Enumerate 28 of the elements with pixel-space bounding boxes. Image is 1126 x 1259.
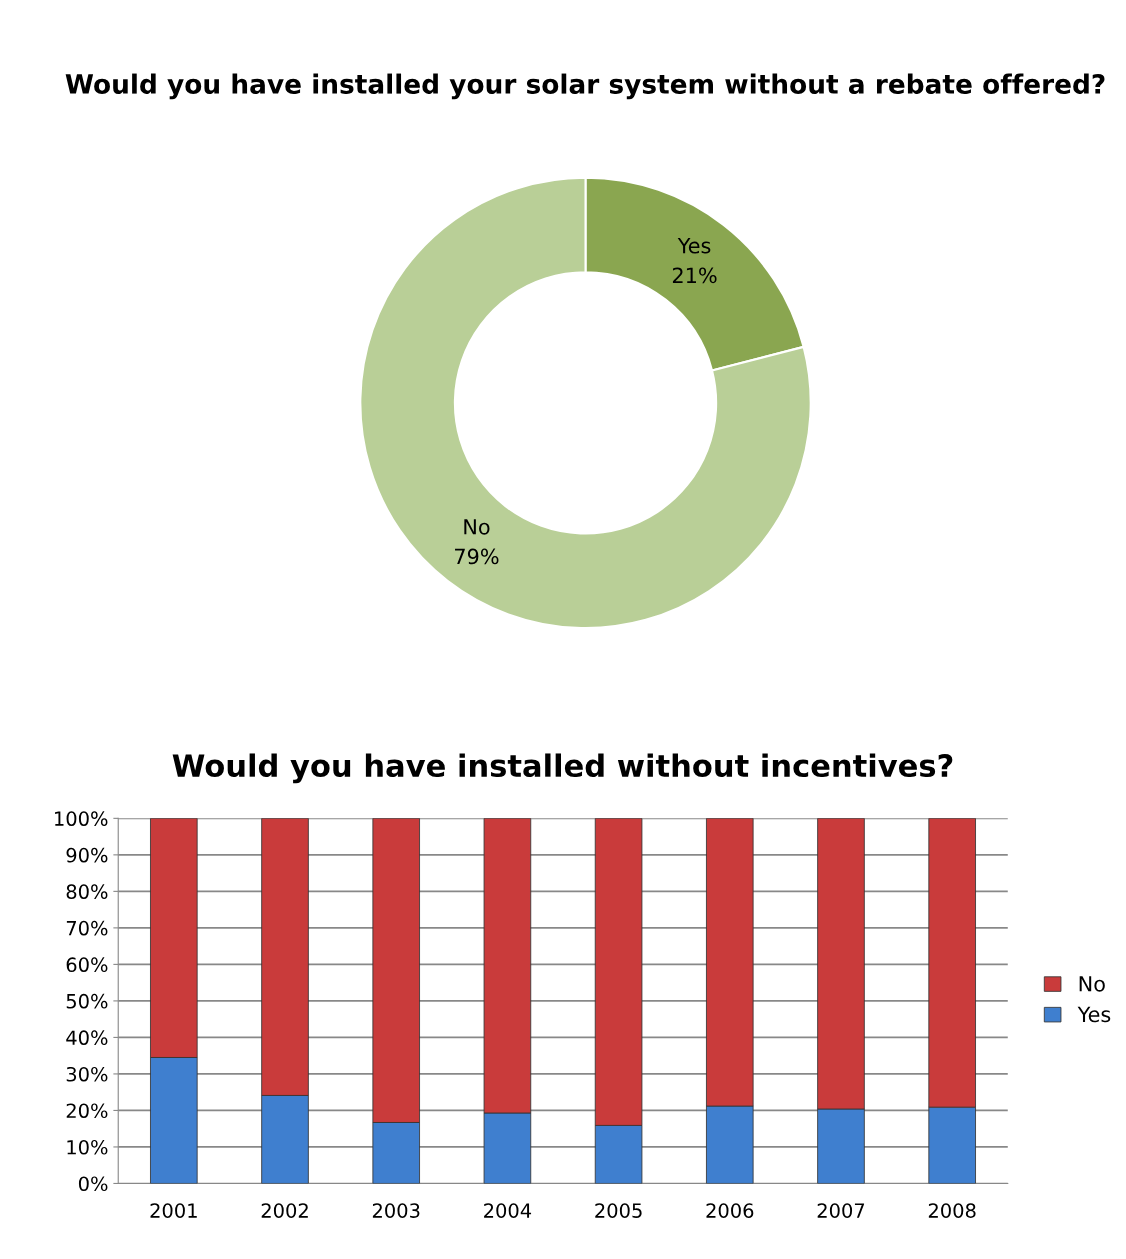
y-tick-label: 70% (66, 920, 108, 936)
y-tick-label: 90% (66, 847, 108, 863)
data-label: 79% (455, 548, 499, 565)
y-tick-label: 30% (66, 1066, 108, 1082)
y-tick-label: 100% (55, 811, 108, 827)
x-tick-label: 2007 (817, 1203, 865, 1218)
y-tick-label: 50% (66, 993, 108, 1009)
chart-title: Would you have installed your solar system without a rebate offered? (65, 73, 1105, 100)
x-tick-label: 2003 (372, 1203, 420, 1218)
legend-label: Yes (1077, 1006, 1111, 1023)
chart-title: Would you have installed without incentives? (172, 753, 953, 784)
x-tick-label: 2005 (595, 1203, 642, 1218)
x-tick-label: 2004 (484, 1203, 532, 1218)
x-tick-label: 2006 (706, 1203, 754, 1218)
slice-label: Yes (677, 238, 711, 254)
x-tick-label: 2001 (150, 1203, 197, 1218)
y-tick-label: 10% (67, 1139, 108, 1155)
y-tick-label: 80% (66, 884, 108, 900)
y-tick-label: 0% (78, 1176, 108, 1192)
x-tick-label: 2008 (928, 1203, 976, 1218)
data-label: 21% (672, 267, 717, 284)
legend-label: No (1079, 976, 1105, 992)
y-tick-label: 60% (66, 957, 108, 973)
slice-label: No (464, 519, 490, 535)
x-tick-label: 2002 (261, 1203, 308, 1218)
donut-slice (359, 176, 812, 630)
y-tick-label: 20% (66, 1103, 108, 1119)
y-tick-label: 40% (66, 1030, 108, 1046)
